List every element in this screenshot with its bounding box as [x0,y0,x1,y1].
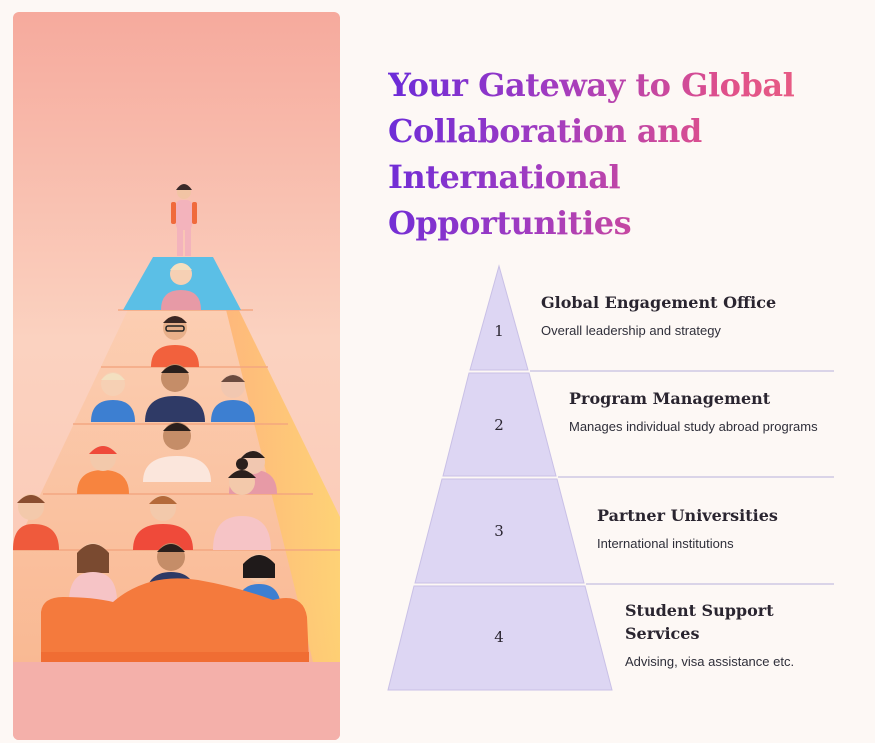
pyramid-segment-2 [442,372,557,477]
level-4-number: 4 [494,628,504,646]
level-2-number: 2 [494,416,504,434]
level-4-text: Student Support Services Advising, visa … [625,599,820,673]
level-3-number: 3 [494,522,504,540]
level-1-description: Overall leadership and strategy [541,323,721,338]
level-4-description: Advising, visa assistance etc. [625,654,795,669]
level-2-text: Program Management Manages individual st… [569,387,831,438]
hierarchy-pyramid: 1 2 3 4 Global Engagement Office Overall… [386,264,836,694]
pyramid-segment-3 [414,478,585,584]
level-2-title: Program Management [569,389,771,408]
level-4-title: Student Support Services [625,601,774,643]
level-1-text: Global Engagement Office Overall leaders… [541,291,831,342]
people-pyramid-illustration [13,12,340,740]
level-3-title: Partner Universities [597,506,778,525]
page-title: Your Gateway to Global Collaboration and… [388,62,848,246]
level-3-text: Partner Universities International insti… [597,504,831,555]
pyramid-graphic: 1 2 3 4 [387,264,834,691]
pyramid-segment-4 [387,585,613,691]
level-2-description: Manages individual study abroad programs [569,419,818,434]
level-1-number: 1 [494,322,504,340]
illustration-art [13,12,340,740]
level-3-description: International institutions [597,536,734,551]
pyramid-segment-1 [469,264,529,371]
level-1-title: Global Engagement Office [541,293,777,312]
